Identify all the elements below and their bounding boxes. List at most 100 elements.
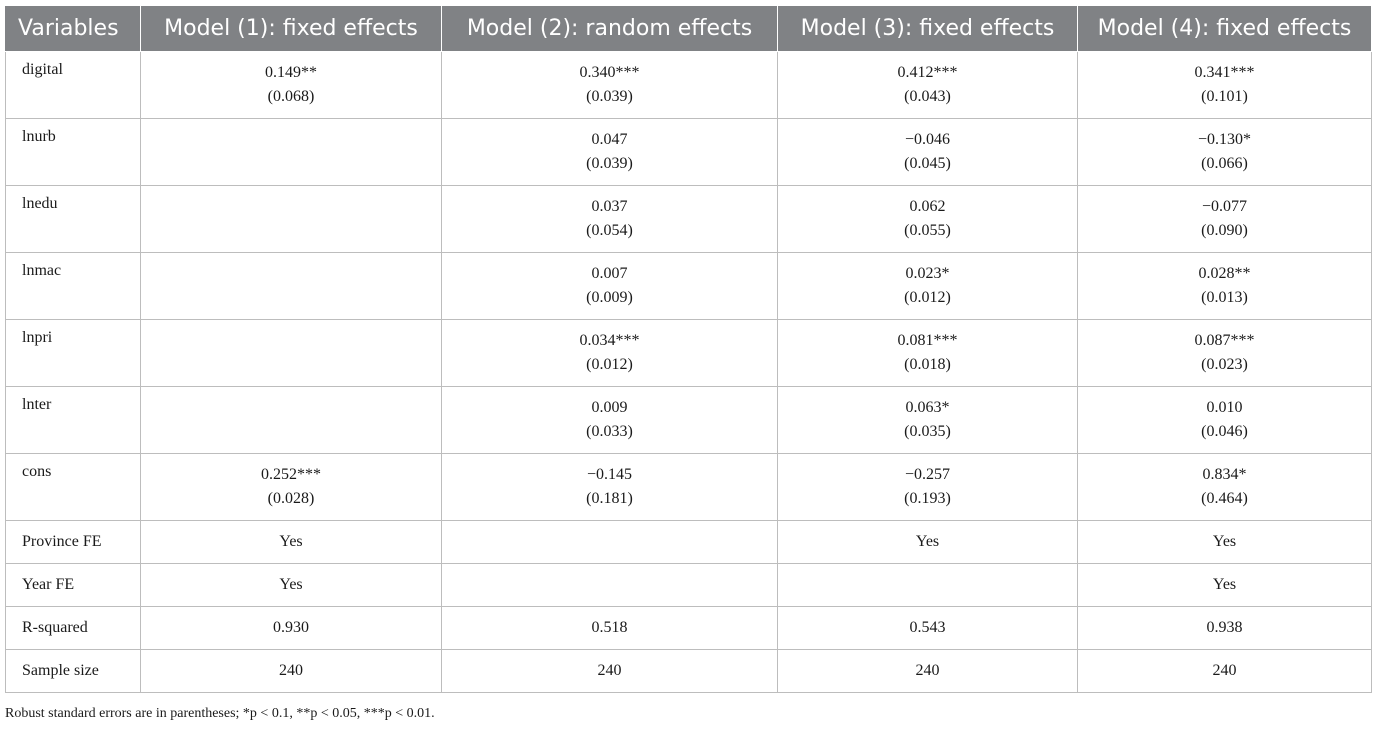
row-label: R-squared: [5, 606, 141, 650]
standard-error: (0.046): [1201, 423, 1248, 440]
table-row: Year FE Yes Yes: [5, 563, 1372, 607]
coefficient: 0.028**: [1198, 265, 1251, 282]
table-cell: 240: [441, 649, 778, 693]
table-footnote: Robust standard errors are in parenthese…: [5, 706, 435, 721]
standard-error: (0.023): [1201, 356, 1248, 373]
coefficient: 0.149**: [265, 64, 317, 81]
header-model-2: Model (2): random effects: [441, 5, 778, 52]
standard-error: (0.013): [1201, 289, 1248, 306]
row-label: lnter: [5, 386, 141, 454]
table-row: Sample size 240 240 240 240: [5, 649, 1372, 693]
table-cell: Yes: [140, 563, 442, 607]
standard-error: (0.193): [904, 490, 951, 507]
table-row: lnurb 0.047 (0.039) −0.046 (0.045) −0.130*…: [5, 118, 1372, 186]
coefficient: 0.062: [909, 198, 946, 215]
table-cell: 0.007 (0.009): [441, 252, 778, 320]
header-model-4: Model (4): fixed effects: [1077, 5, 1372, 52]
standard-error: (0.033): [586, 423, 633, 440]
table-cell: 0.149** (0.068): [140, 51, 442, 119]
table-cell: 240: [1077, 649, 1372, 693]
table-cell: [140, 386, 442, 454]
table-cell: [140, 185, 442, 253]
table-cell: [441, 563, 778, 607]
table-cell: 0.518: [441, 606, 778, 650]
header-model-1: Model (1): fixed effects: [140, 5, 442, 52]
table-row: R-squared 0.930 0.518 0.543 0.938: [5, 606, 1372, 650]
standard-error: (0.018): [904, 356, 951, 373]
coefficient: 0.834*: [1202, 466, 1247, 483]
coefficient: 0.252***: [261, 466, 321, 483]
table-cell: 0.834* (0.464): [1077, 453, 1372, 521]
header-model-3: Model (3): fixed effects: [777, 5, 1078, 52]
standard-error: (0.045): [904, 155, 951, 172]
table-cell: Yes: [140, 520, 442, 564]
table-cell: 0.930: [140, 606, 442, 650]
coefficient: 0.081***: [897, 332, 958, 349]
table-cell: −0.145 (0.181): [441, 453, 778, 521]
row-label: Year FE: [5, 563, 141, 607]
coefficient: 0.007: [591, 265, 628, 282]
row-label: Province FE: [5, 520, 141, 564]
table-cell: 0.938: [1077, 606, 1372, 650]
standard-error: (0.039): [586, 155, 633, 172]
table-cell: Yes: [1077, 563, 1372, 607]
table-cell: 0.087*** (0.023): [1077, 319, 1372, 387]
table-row: lnmac 0.007 (0.009) 0.023* (0.012) 0.028**…: [5, 252, 1372, 320]
table-cell: 0.063* (0.035): [777, 386, 1078, 454]
table-cell: 0.412*** (0.043): [777, 51, 1078, 119]
table-cell: Yes: [777, 520, 1078, 564]
table-row: cons 0.252*** (0.028) −0.145 (0.181) −0.25…: [5, 453, 1372, 521]
row-label: digital: [5, 51, 141, 119]
row-label: lnpri: [5, 319, 141, 387]
table-cell: 0.543: [777, 606, 1078, 650]
table-cell: 0.340*** (0.039): [441, 51, 778, 119]
coefficient: −0.145: [586, 466, 633, 483]
standard-error: (0.009): [586, 289, 633, 306]
table-cell: 0.034*** (0.012): [441, 319, 778, 387]
table-cell: 0.009 (0.033): [441, 386, 778, 454]
standard-error: (0.068): [267, 88, 315, 105]
standard-error: (0.039): [586, 88, 633, 105]
row-label: cons: [5, 453, 141, 521]
table-row: digital 0.149** (0.068) 0.340*** (0.039) 0…: [5, 51, 1372, 119]
coefficient: −0.046: [904, 131, 951, 148]
standard-error: (0.101): [1201, 88, 1248, 105]
table-cell: −0.077 (0.090): [1077, 185, 1372, 253]
coefficient: 0.010: [1206, 399, 1243, 416]
coefficient: 0.087***: [1194, 332, 1255, 349]
table-cell: [777, 563, 1078, 607]
header-variables: Variables: [5, 5, 141, 52]
standard-error: (0.043): [904, 88, 951, 105]
table-body: digital 0.149** (0.068) 0.340*** (0.039) 0…: [5, 51, 1372, 693]
coefficient: 0.047: [591, 131, 628, 148]
table-header-row: Variables Model (1): fixed effects Model…: [5, 5, 1372, 52]
coefficient: −0.130*: [1197, 131, 1252, 148]
coefficient: −0.257: [904, 466, 951, 483]
table-cell: 240: [140, 649, 442, 693]
row-label: lnedu: [5, 185, 141, 253]
standard-error: (0.012): [904, 289, 951, 306]
coefficient: 0.037: [591, 198, 628, 215]
table-cell: 0.047 (0.039): [441, 118, 778, 186]
table-cell: 0.341*** (0.101): [1077, 51, 1372, 119]
coefficient: −0.077: [1201, 198, 1248, 215]
table-cell: [441, 520, 778, 564]
standard-error: (0.090): [1201, 222, 1248, 239]
table-cell: −0.130* (0.066): [1077, 118, 1372, 186]
table-cell: 0.023* (0.012): [777, 252, 1078, 320]
table-row: lnpri 0.034*** (0.012) 0.081*** (0.018) 0.…: [5, 319, 1372, 387]
table-row: lnter 0.009 (0.033) 0.063* (0.035) 0.010 (0…: [5, 386, 1372, 454]
row-label: Sample size: [5, 649, 141, 693]
coefficient: 0.340***: [579, 64, 640, 81]
table-cell: 0.037 (0.054): [441, 185, 778, 253]
standard-error: (0.066): [1201, 155, 1248, 172]
standard-error: (0.028): [267, 490, 315, 507]
table-row: lnedu 0.037 (0.054) 0.062 (0.055) −0.077 (0…: [5, 185, 1372, 253]
coefficient: 0.412***: [897, 64, 958, 81]
standard-error: (0.464): [1201, 490, 1248, 507]
standard-error: (0.181): [586, 490, 633, 507]
row-label: lnmac: [5, 252, 141, 320]
table-cell: 0.010 (0.046): [1077, 386, 1372, 454]
standard-error: (0.012): [586, 356, 633, 373]
table-cell: [140, 319, 442, 387]
